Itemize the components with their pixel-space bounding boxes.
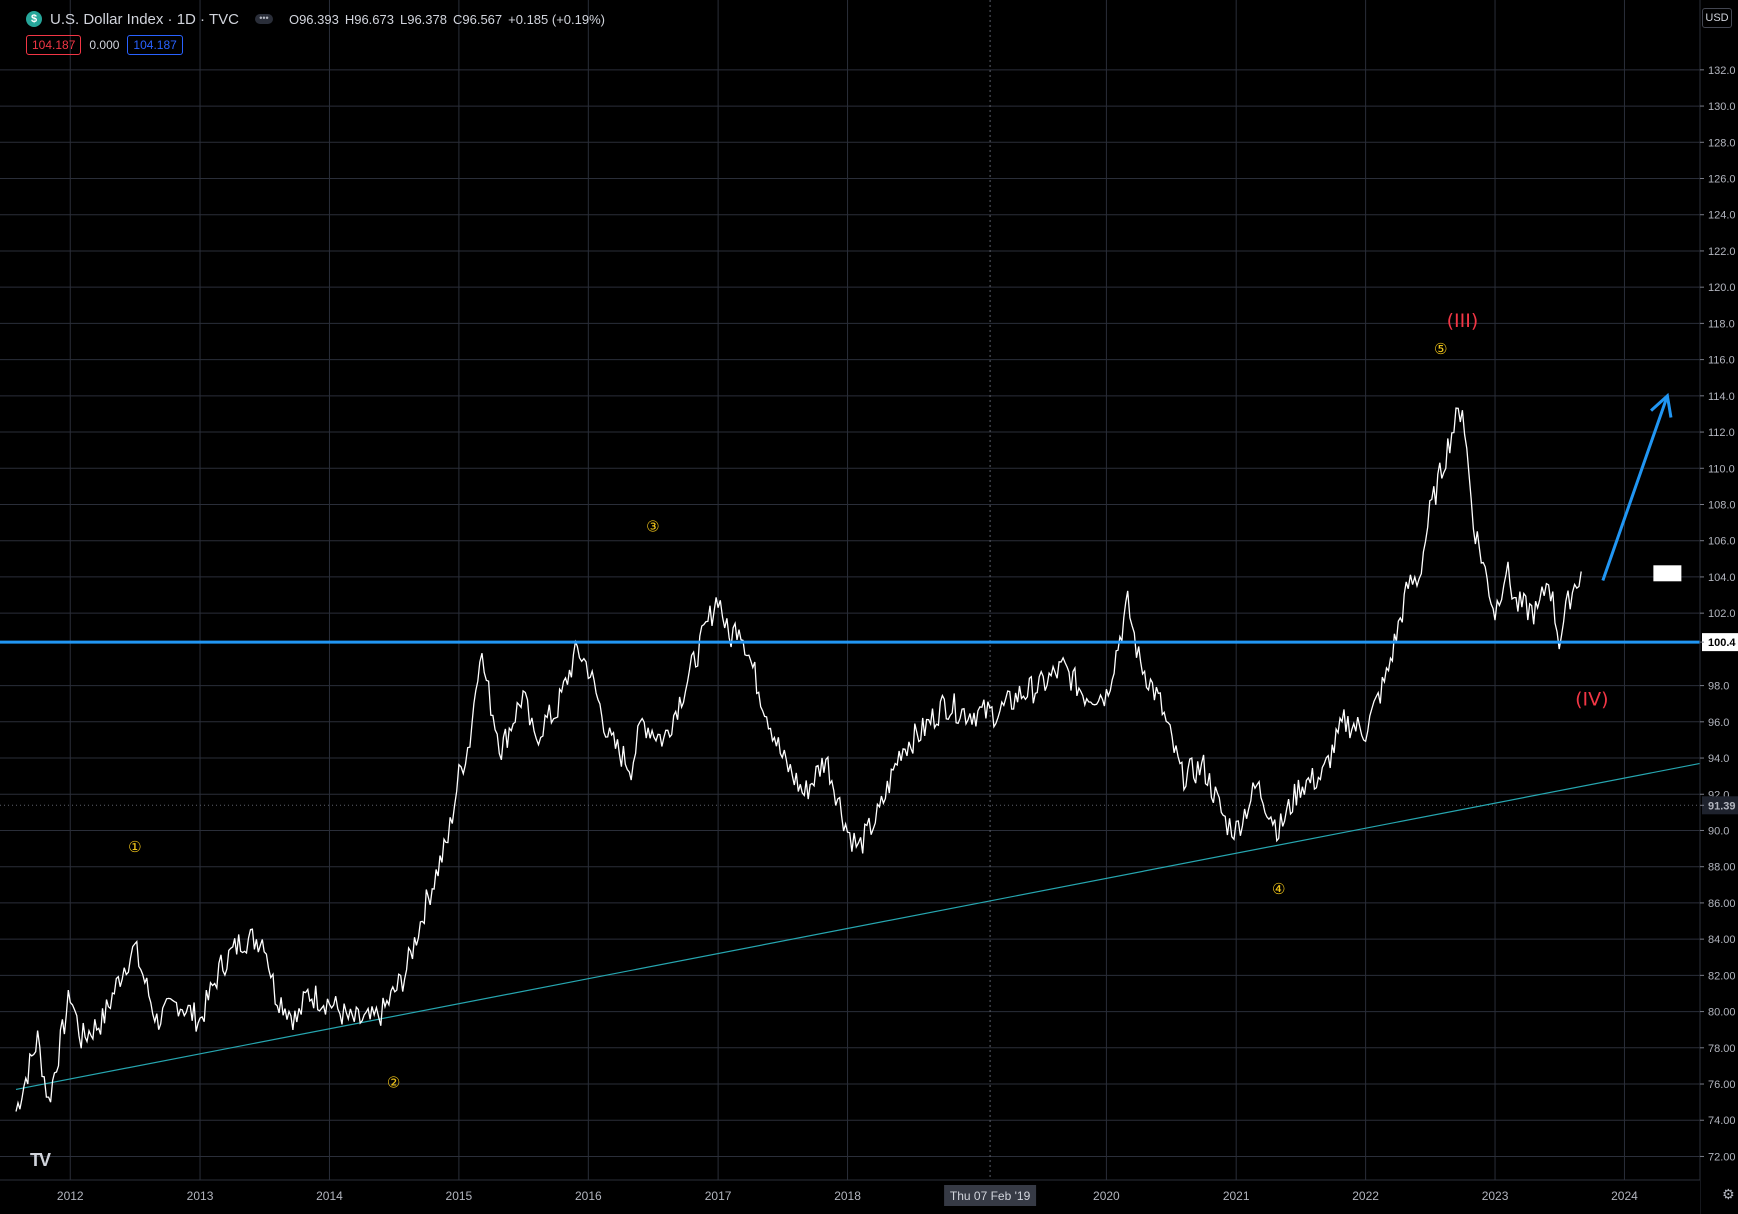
- wave-label-minor: ④: [1272, 880, 1285, 898]
- price-axis-label: 80.00: [1708, 1007, 1736, 1019]
- price-axis-label: 126.0: [1708, 174, 1736, 186]
- price-axis-label: 124.0: [1708, 210, 1736, 222]
- close-value: C96.567: [452, 11, 503, 27]
- price-axis-label: 100.4: [1708, 637, 1736, 649]
- indicator-value-red: 104.187: [26, 35, 82, 55]
- time-axis-label: 2017: [705, 1189, 732, 1203]
- price-axis-label: 86.00: [1708, 898, 1736, 910]
- price-axis-label: 72.00: [1708, 1151, 1736, 1163]
- price-axis-label: 98.0: [1708, 681, 1729, 693]
- time-axis-label: 2022: [1352, 1189, 1379, 1203]
- price-axis-label: 84.00: [1708, 934, 1736, 946]
- price-axis-label: 91.39: [1708, 800, 1736, 812]
- price-axis-label: 108.0: [1708, 499, 1736, 511]
- price-axis-label: 78.00: [1708, 1043, 1736, 1055]
- price-axis-label: 112.0: [1708, 427, 1735, 439]
- price-axis-label: 104.0: [1708, 572, 1736, 584]
- price-axis-label: 96.0: [1708, 717, 1729, 729]
- time-axis-label: 2021: [1223, 1189, 1250, 1203]
- price-axis-label: 120.0: [1708, 282, 1736, 294]
- price-axis-label: 116.0: [1708, 355, 1735, 367]
- price-axis-label-bg: [1702, 633, 1738, 652]
- time-axis-label: 2013: [187, 1189, 214, 1203]
- time-axis-label: 2018: [834, 1189, 861, 1203]
- price-axis-label: 106.0: [1708, 536, 1736, 548]
- crosshair-date-label: Thu 07 Feb '19: [950, 1189, 1031, 1203]
- price-axis-label: 114.0: [1708, 391, 1735, 403]
- price-axis-label: 76.00: [1708, 1079, 1736, 1091]
- wave-label-major: (IV): [1575, 689, 1608, 711]
- time-axis-label: 2015: [446, 1189, 473, 1203]
- time-axis-label: 2014: [316, 1189, 343, 1203]
- indicator-value-zero: 0.000: [89, 38, 120, 52]
- time-axis-label: 2024: [1611, 1189, 1638, 1203]
- wave-label-minor: ③: [646, 518, 659, 536]
- projection-arrow-head: [1650, 392, 1673, 418]
- ohlc-values: O96.393 H96.673 L96.378 C96.567 +0.185 (…: [289, 12, 605, 27]
- open-value: O96.393: [288, 11, 339, 27]
- wave-label-major: (III): [1447, 310, 1479, 332]
- price-axis-label: 122.0: [1708, 246, 1736, 258]
- price-axis-label: 130.0: [1708, 101, 1736, 113]
- tradingview-logo: TV: [30, 1150, 51, 1170]
- projection-arrow: [1601, 395, 1669, 582]
- chart-header: $ U.S. Dollar Index · 1D · TVC ••• O96.3…: [26, 8, 605, 30]
- settings-gear-icon[interactable]: ⚙: [1722, 1186, 1735, 1202]
- price-axis-label: 74.00: [1708, 1115, 1736, 1127]
- change-value: +0.185 (+0.19%): [508, 11, 605, 27]
- crosshair-date-bg: [944, 1185, 1037, 1206]
- current-price-marker: [1653, 565, 1682, 582]
- time-axis-label: 2020: [1093, 1189, 1120, 1203]
- price-axis-label: 90.0: [1708, 825, 1729, 837]
- price-axis-label-bg: [1702, 796, 1738, 815]
- low-value: L96.378: [399, 11, 447, 27]
- price-axis-label: 110.0: [1708, 463, 1735, 475]
- price-series-line: [15, 407, 1582, 1112]
- price-axis-label: 128.0: [1708, 137, 1736, 149]
- indicator-value-blue: 104.187: [127, 35, 183, 55]
- time-axis-label: 2012: [57, 1189, 84, 1203]
- time-axis-bg: [0, 1180, 1700, 1214]
- wave-label-minor: ②: [387, 1074, 400, 1092]
- wave-label-minor: ⑤: [1434, 340, 1447, 358]
- time-axis-label: 2023: [1482, 1189, 1509, 1203]
- symbol-title[interactable]: U.S. Dollar Index · 1D · TVC: [50, 10, 239, 28]
- price-axis-label: 132.0: [1708, 65, 1736, 77]
- time-axis-label: 2016: [575, 1189, 602, 1203]
- trend-line: [15, 762, 1701, 1091]
- indicator-legend[interactable]: 104.187 0.000 104.187: [26, 35, 183, 55]
- currency-button[interactable]: USD: [1702, 8, 1732, 28]
- high-value: H96.673: [344, 11, 394, 27]
- wave-label-minor: ①: [128, 838, 141, 856]
- price-axis-bg: [1700, 0, 1738, 1214]
- more-options-icon[interactable]: •••: [254, 14, 273, 24]
- price-axis-label: 82.00: [1708, 970, 1736, 982]
- dollar-icon: $: [26, 11, 42, 27]
- price-axis-label: 102.0: [1708, 608, 1736, 620]
- price-axis-label: 88.00: [1708, 862, 1736, 874]
- price-axis-label: 118.0: [1708, 318, 1735, 330]
- price-axis-label: 94.0: [1708, 753, 1729, 765]
